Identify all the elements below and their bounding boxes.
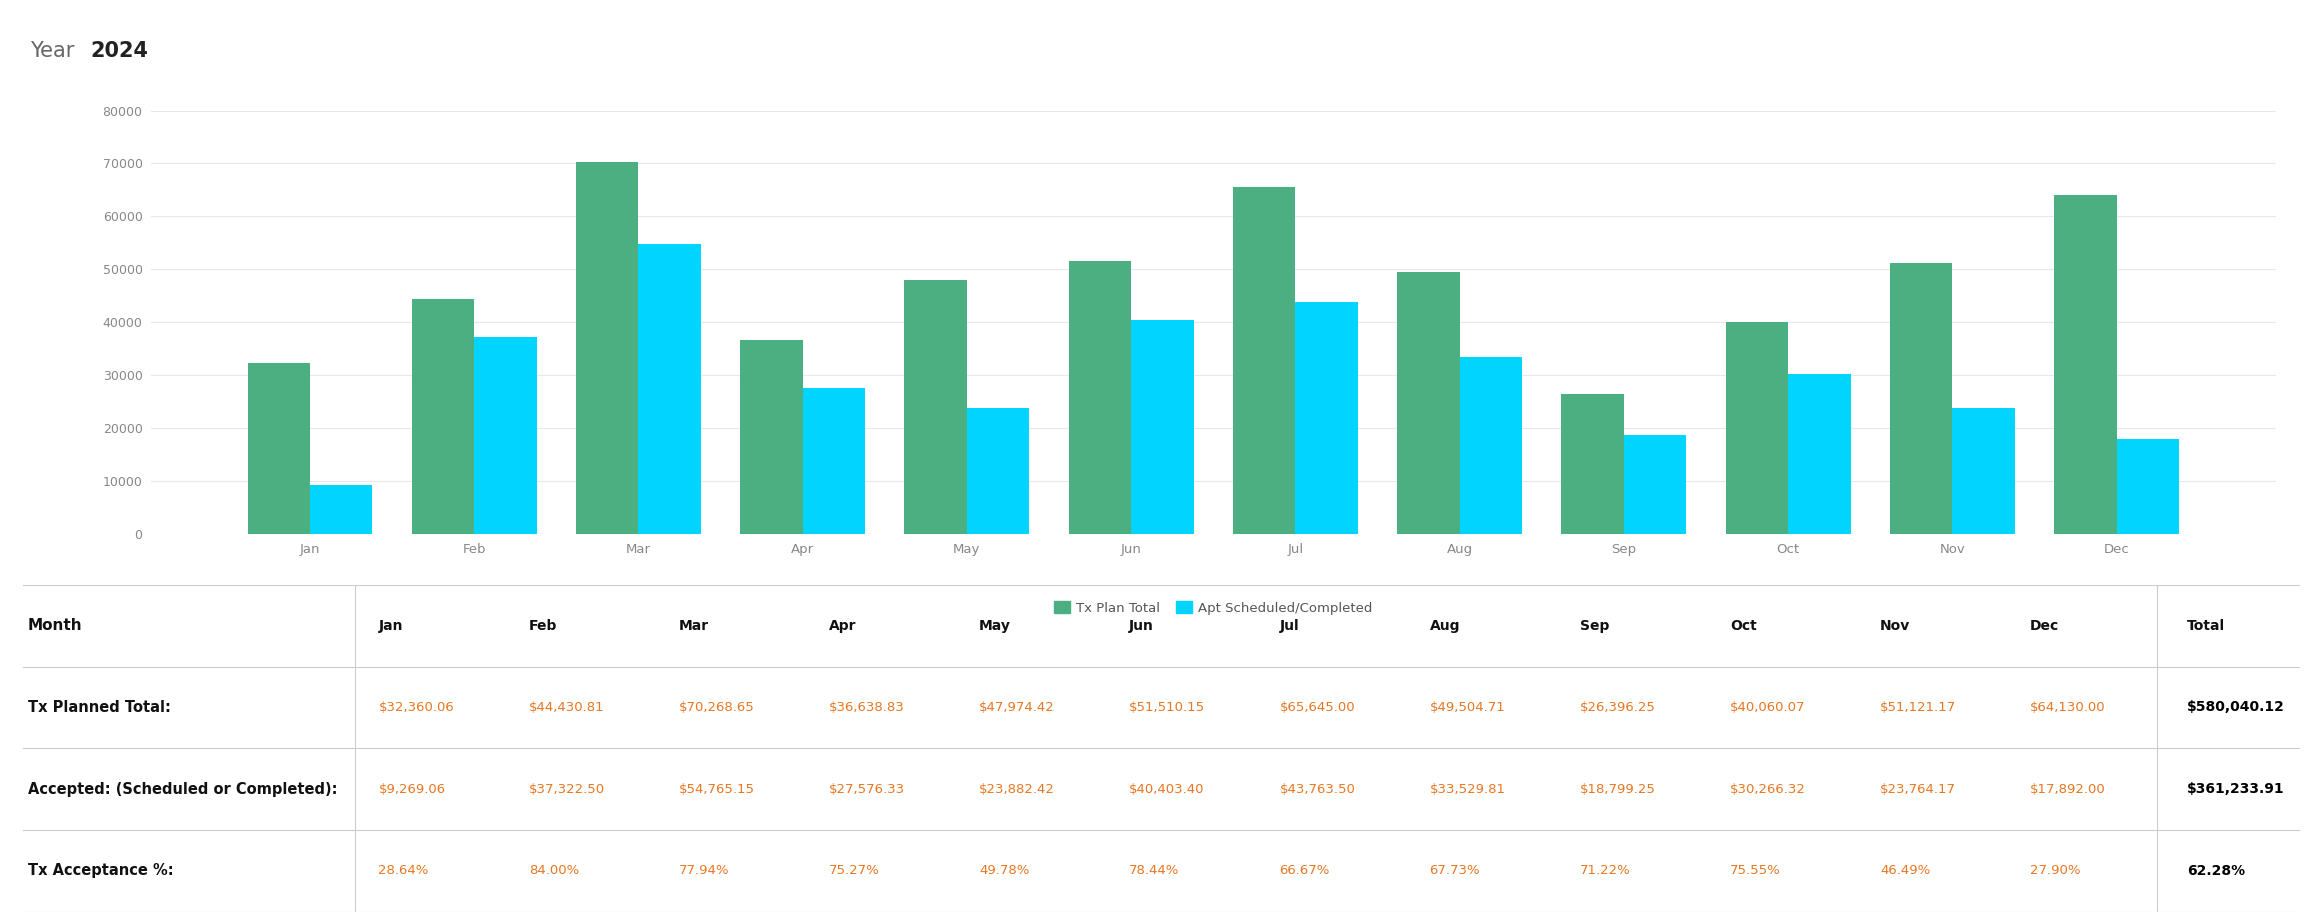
Bar — [1623, 435, 1686, 534]
Bar — [309, 485, 372, 534]
Bar — [1068, 262, 1131, 534]
Text: 2024: 2024 — [91, 41, 149, 62]
Text: 28.64%: 28.64% — [378, 865, 430, 878]
Text: 75.55%: 75.55% — [1730, 865, 1781, 878]
Bar — [1725, 322, 1788, 534]
Text: $18,799.25: $18,799.25 — [1579, 783, 1656, 796]
Text: $27,576.33: $27,576.33 — [829, 783, 906, 796]
Text: Tx Acceptance %:: Tx Acceptance %: — [28, 863, 174, 879]
Text: Feb: Feb — [529, 619, 557, 633]
Text: 27.90%: 27.90% — [2029, 865, 2081, 878]
Bar — [411, 299, 474, 534]
Text: Month: Month — [28, 618, 84, 634]
Text: Jun: Jun — [1128, 619, 1154, 633]
Text: $51,510.15: $51,510.15 — [1128, 701, 1205, 714]
Bar — [474, 336, 536, 534]
Text: Aug: Aug — [1430, 619, 1461, 633]
Text: Tx Planned Total:: Tx Planned Total: — [28, 700, 172, 715]
Legend: Tx Plan Total, Apt Scheduled/Completed: Tx Plan Total, Apt Scheduled/Completed — [1050, 596, 1377, 620]
Text: $44,430.81: $44,430.81 — [529, 701, 604, 714]
Bar — [1890, 263, 1953, 534]
Bar — [576, 162, 639, 534]
Text: 84.00%: 84.00% — [529, 865, 578, 878]
Text: $23,764.17: $23,764.17 — [1881, 783, 1955, 796]
Text: Oct: Oct — [1730, 619, 1758, 633]
Text: Jul: Jul — [1279, 619, 1298, 633]
Text: 62.28%: 62.28% — [2187, 864, 2245, 878]
Text: $33,529.81: $33,529.81 — [1430, 783, 1505, 796]
Text: 67.73%: 67.73% — [1430, 865, 1479, 878]
Text: $70,268.65: $70,268.65 — [678, 701, 755, 714]
Text: $30,266.32: $30,266.32 — [1730, 783, 1807, 796]
Text: $43,763.50: $43,763.50 — [1279, 783, 1356, 796]
Text: $54,765.15: $54,765.15 — [678, 783, 755, 796]
Text: 49.78%: 49.78% — [980, 865, 1029, 878]
Bar — [1788, 374, 1851, 534]
Text: Mar: Mar — [678, 619, 708, 633]
Bar — [1953, 408, 2015, 534]
Text: $40,403.40: $40,403.40 — [1128, 783, 1205, 796]
Text: Apr: Apr — [829, 619, 857, 633]
Text: Sep: Sep — [1579, 619, 1609, 633]
Text: $37,322.50: $37,322.50 — [529, 783, 604, 796]
Bar — [1398, 272, 1461, 534]
Text: 78.44%: 78.44% — [1128, 865, 1180, 878]
Text: $65,645.00: $65,645.00 — [1279, 701, 1356, 714]
Text: $40,060.07: $40,060.07 — [1730, 701, 1807, 714]
Text: $51,121.17: $51,121.17 — [1881, 701, 1957, 714]
Text: 77.94%: 77.94% — [678, 865, 729, 878]
Text: $49,504.71: $49,504.71 — [1430, 701, 1505, 714]
Bar — [906, 280, 966, 534]
Bar — [2118, 439, 2178, 534]
Bar — [803, 388, 866, 534]
Text: 71.22%: 71.22% — [1579, 865, 1630, 878]
Bar — [1233, 187, 1296, 534]
Text: $580,040.12: $580,040.12 — [2187, 701, 2285, 715]
Text: Dec: Dec — [2029, 619, 2060, 633]
Text: 66.67%: 66.67% — [1279, 865, 1331, 878]
Text: 46.49%: 46.49% — [1881, 865, 1930, 878]
Text: $64,130.00: $64,130.00 — [2029, 701, 2106, 714]
Text: $36,638.83: $36,638.83 — [829, 701, 906, 714]
Bar — [1560, 394, 1623, 534]
Text: $9,269.06: $9,269.06 — [378, 783, 446, 796]
Text: $32,360.06: $32,360.06 — [378, 701, 455, 714]
Text: Year: Year — [30, 41, 81, 62]
Bar — [1131, 321, 1194, 534]
Bar — [2055, 194, 2118, 534]
Text: $26,396.25: $26,396.25 — [1579, 701, 1656, 714]
Text: Jan: Jan — [378, 619, 404, 633]
Text: Accepted: (Scheduled or Completed):: Accepted: (Scheduled or Completed): — [28, 782, 337, 797]
Bar — [966, 408, 1029, 534]
Text: May: May — [980, 619, 1010, 633]
Bar — [1461, 356, 1521, 534]
Bar — [1296, 302, 1358, 534]
Text: $23,882.42: $23,882.42 — [980, 783, 1054, 796]
Bar — [741, 340, 803, 534]
Text: 75.27%: 75.27% — [829, 865, 880, 878]
Text: $17,892.00: $17,892.00 — [2029, 783, 2106, 796]
Text: $47,974.42: $47,974.42 — [980, 701, 1054, 714]
Text: Nov: Nov — [1881, 619, 1911, 633]
Text: $361,233.91: $361,233.91 — [2187, 782, 2285, 796]
Bar — [639, 244, 701, 534]
Bar — [248, 363, 309, 534]
Text: Total: Total — [2187, 619, 2224, 633]
